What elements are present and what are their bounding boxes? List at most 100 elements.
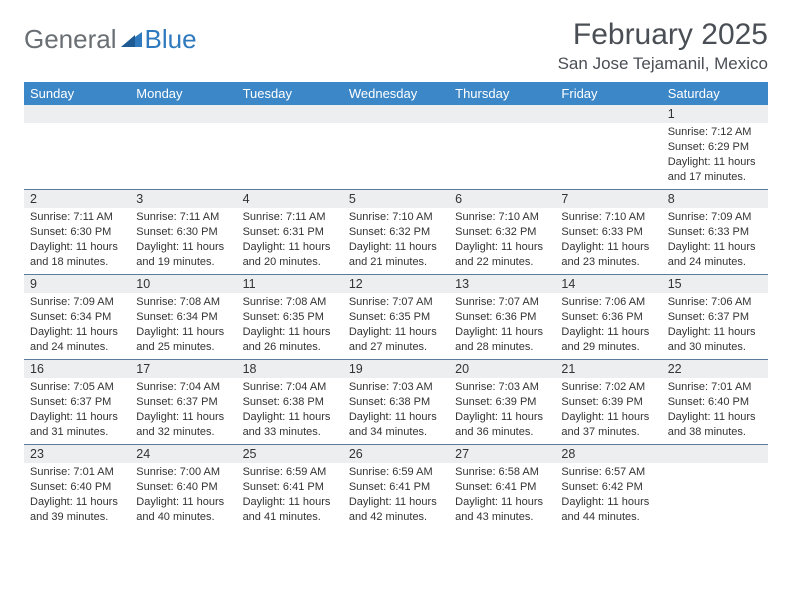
daylight-line-2: and 17 minutes.	[668, 170, 762, 185]
day-details: Sunrise: 7:08 AMSunset: 6:34 PMDaylight:…	[130, 293, 236, 358]
daylight-line-2: and 28 minutes.	[455, 340, 549, 355]
daylight-line-2: and 30 minutes.	[668, 340, 762, 355]
calendar-cell: 17Sunrise: 7:04 AMSunset: 6:37 PMDayligh…	[130, 360, 236, 444]
calendar-cell: 18Sunrise: 7:04 AMSunset: 6:38 PMDayligh…	[237, 360, 343, 444]
daylight-line-2: and 29 minutes.	[561, 340, 655, 355]
calendar-cell: 21Sunrise: 7:02 AMSunset: 6:39 PMDayligh…	[555, 360, 661, 444]
daylight-line-2: and 19 minutes.	[136, 255, 230, 270]
calendar-cell: 26Sunrise: 6:59 AMSunset: 6:41 PMDayligh…	[343, 445, 449, 529]
sunset-line: Sunset: 6:34 PM	[136, 310, 230, 325]
logo-text-blue: Blue	[145, 24, 197, 55]
calendar-cell: 6Sunrise: 7:10 AMSunset: 6:32 PMDaylight…	[449, 190, 555, 274]
calendar-cell: 2Sunrise: 7:11 AMSunset: 6:30 PMDaylight…	[24, 190, 130, 274]
daylight-line-2: and 33 minutes.	[243, 425, 337, 440]
day-number: 28	[555, 445, 661, 463]
day-number: 25	[237, 445, 343, 463]
sunrise-line: Sunrise: 7:01 AM	[668, 380, 762, 395]
week-row: 16Sunrise: 7:05 AMSunset: 6:37 PMDayligh…	[24, 359, 768, 444]
day-number: 14	[555, 275, 661, 293]
sunset-line: Sunset: 6:38 PM	[243, 395, 337, 410]
sunrise-line: Sunrise: 7:06 AM	[668, 295, 762, 310]
daylight-line-2: and 41 minutes.	[243, 510, 337, 525]
sunrise-line: Sunrise: 7:09 AM	[30, 295, 124, 310]
sunset-line: Sunset: 6:36 PM	[561, 310, 655, 325]
daylight-line-1: Daylight: 11 hours	[136, 325, 230, 340]
daylight-line-1: Daylight: 11 hours	[243, 495, 337, 510]
sunset-line: Sunset: 6:36 PM	[455, 310, 549, 325]
day-details: Sunrise: 7:09 AMSunset: 6:33 PMDaylight:…	[662, 208, 768, 273]
calendar-cell: 20Sunrise: 7:03 AMSunset: 6:39 PMDayligh…	[449, 360, 555, 444]
daylight-line-1: Daylight: 11 hours	[668, 240, 762, 255]
daylight-line-2: and 34 minutes.	[349, 425, 443, 440]
day-details: Sunrise: 7:05 AMSunset: 6:37 PMDaylight:…	[24, 378, 130, 443]
day-details: Sunrise: 7:01 AMSunset: 6:40 PMDaylight:…	[662, 378, 768, 443]
sunrise-line: Sunrise: 7:03 AM	[455, 380, 549, 395]
calendar-cell: 23Sunrise: 7:01 AMSunset: 6:40 PMDayligh…	[24, 445, 130, 529]
sunrise-line: Sunrise: 7:07 AM	[455, 295, 549, 310]
day-details: Sunrise: 6:59 AMSunset: 6:41 PMDaylight:…	[343, 463, 449, 528]
sunset-line: Sunset: 6:33 PM	[561, 225, 655, 240]
day-details: Sunrise: 7:04 AMSunset: 6:38 PMDaylight:…	[237, 378, 343, 443]
day-number	[555, 105, 661, 123]
calendar-cell: 13Sunrise: 7:07 AMSunset: 6:36 PMDayligh…	[449, 275, 555, 359]
day-details: Sunrise: 7:06 AMSunset: 6:36 PMDaylight:…	[555, 293, 661, 358]
calendar-cell	[555, 105, 661, 189]
day-number: 12	[343, 275, 449, 293]
sunset-line: Sunset: 6:30 PM	[30, 225, 124, 240]
daylight-line-2: and 44 minutes.	[561, 510, 655, 525]
calendar-cell: 12Sunrise: 7:07 AMSunset: 6:35 PMDayligh…	[343, 275, 449, 359]
month-title: February 2025	[558, 18, 768, 52]
calendar-cell: 4Sunrise: 7:11 AMSunset: 6:31 PMDaylight…	[237, 190, 343, 274]
daylight-line-1: Daylight: 11 hours	[349, 240, 443, 255]
calendar-cell: 28Sunrise: 6:57 AMSunset: 6:42 PMDayligh…	[555, 445, 661, 529]
day-number: 21	[555, 360, 661, 378]
calendar-cell: 9Sunrise: 7:09 AMSunset: 6:34 PMDaylight…	[24, 275, 130, 359]
calendar-cell	[449, 105, 555, 189]
dayhead-monday: Monday	[130, 82, 236, 105]
day-number: 19	[343, 360, 449, 378]
day-number: 16	[24, 360, 130, 378]
daylight-line-1: Daylight: 11 hours	[455, 495, 549, 510]
sunset-line: Sunset: 6:29 PM	[668, 140, 762, 155]
daylight-line-2: and 39 minutes.	[30, 510, 124, 525]
daylight-line-1: Daylight: 11 hours	[668, 410, 762, 425]
week-row: 23Sunrise: 7:01 AMSunset: 6:40 PMDayligh…	[24, 444, 768, 529]
calendar-cell	[662, 445, 768, 529]
day-number: 7	[555, 190, 661, 208]
day-details: Sunrise: 7:04 AMSunset: 6:37 PMDaylight:…	[130, 378, 236, 443]
sunset-line: Sunset: 6:41 PM	[243, 480, 337, 495]
sunrise-line: Sunrise: 7:10 AM	[561, 210, 655, 225]
daylight-line-1: Daylight: 11 hours	[668, 155, 762, 170]
dayhead-saturday: Saturday	[662, 82, 768, 105]
location: San Jose Tejamanil, Mexico	[558, 54, 768, 74]
day-details: Sunrise: 6:59 AMSunset: 6:41 PMDaylight:…	[237, 463, 343, 528]
day-details: Sunrise: 7:10 AMSunset: 6:33 PMDaylight:…	[555, 208, 661, 273]
daylight-line-1: Daylight: 11 hours	[455, 325, 549, 340]
calendar-cell: 5Sunrise: 7:10 AMSunset: 6:32 PMDaylight…	[343, 190, 449, 274]
sunset-line: Sunset: 6:35 PM	[243, 310, 337, 325]
sunset-line: Sunset: 6:33 PM	[668, 225, 762, 240]
daylight-line-2: and 37 minutes.	[561, 425, 655, 440]
day-details: Sunrise: 7:06 AMSunset: 6:37 PMDaylight:…	[662, 293, 768, 358]
daylight-line-1: Daylight: 11 hours	[455, 410, 549, 425]
calendar-cell	[237, 105, 343, 189]
daylight-line-1: Daylight: 11 hours	[30, 325, 124, 340]
sunset-line: Sunset: 6:30 PM	[136, 225, 230, 240]
sunrise-line: Sunrise: 7:11 AM	[243, 210, 337, 225]
sunset-line: Sunset: 6:41 PM	[455, 480, 549, 495]
day-header-row: Sunday Monday Tuesday Wednesday Thursday…	[24, 82, 768, 105]
daylight-line-2: and 24 minutes.	[668, 255, 762, 270]
sunset-line: Sunset: 6:37 PM	[668, 310, 762, 325]
weeks-container: 1Sunrise: 7:12 AMSunset: 6:29 PMDaylight…	[24, 105, 768, 529]
daylight-line-2: and 25 minutes.	[136, 340, 230, 355]
day-details: Sunrise: 6:57 AMSunset: 6:42 PMDaylight:…	[555, 463, 661, 528]
day-number: 18	[237, 360, 343, 378]
sunrise-line: Sunrise: 7:05 AM	[30, 380, 124, 395]
calendar-cell: 10Sunrise: 7:08 AMSunset: 6:34 PMDayligh…	[130, 275, 236, 359]
calendar-cell: 8Sunrise: 7:09 AMSunset: 6:33 PMDaylight…	[662, 190, 768, 274]
day-number	[130, 105, 236, 123]
daylight-line-1: Daylight: 11 hours	[349, 495, 443, 510]
sunrise-line: Sunrise: 7:01 AM	[30, 465, 124, 480]
dayhead-wednesday: Wednesday	[343, 82, 449, 105]
logo-triangle-icon	[121, 24, 143, 55]
